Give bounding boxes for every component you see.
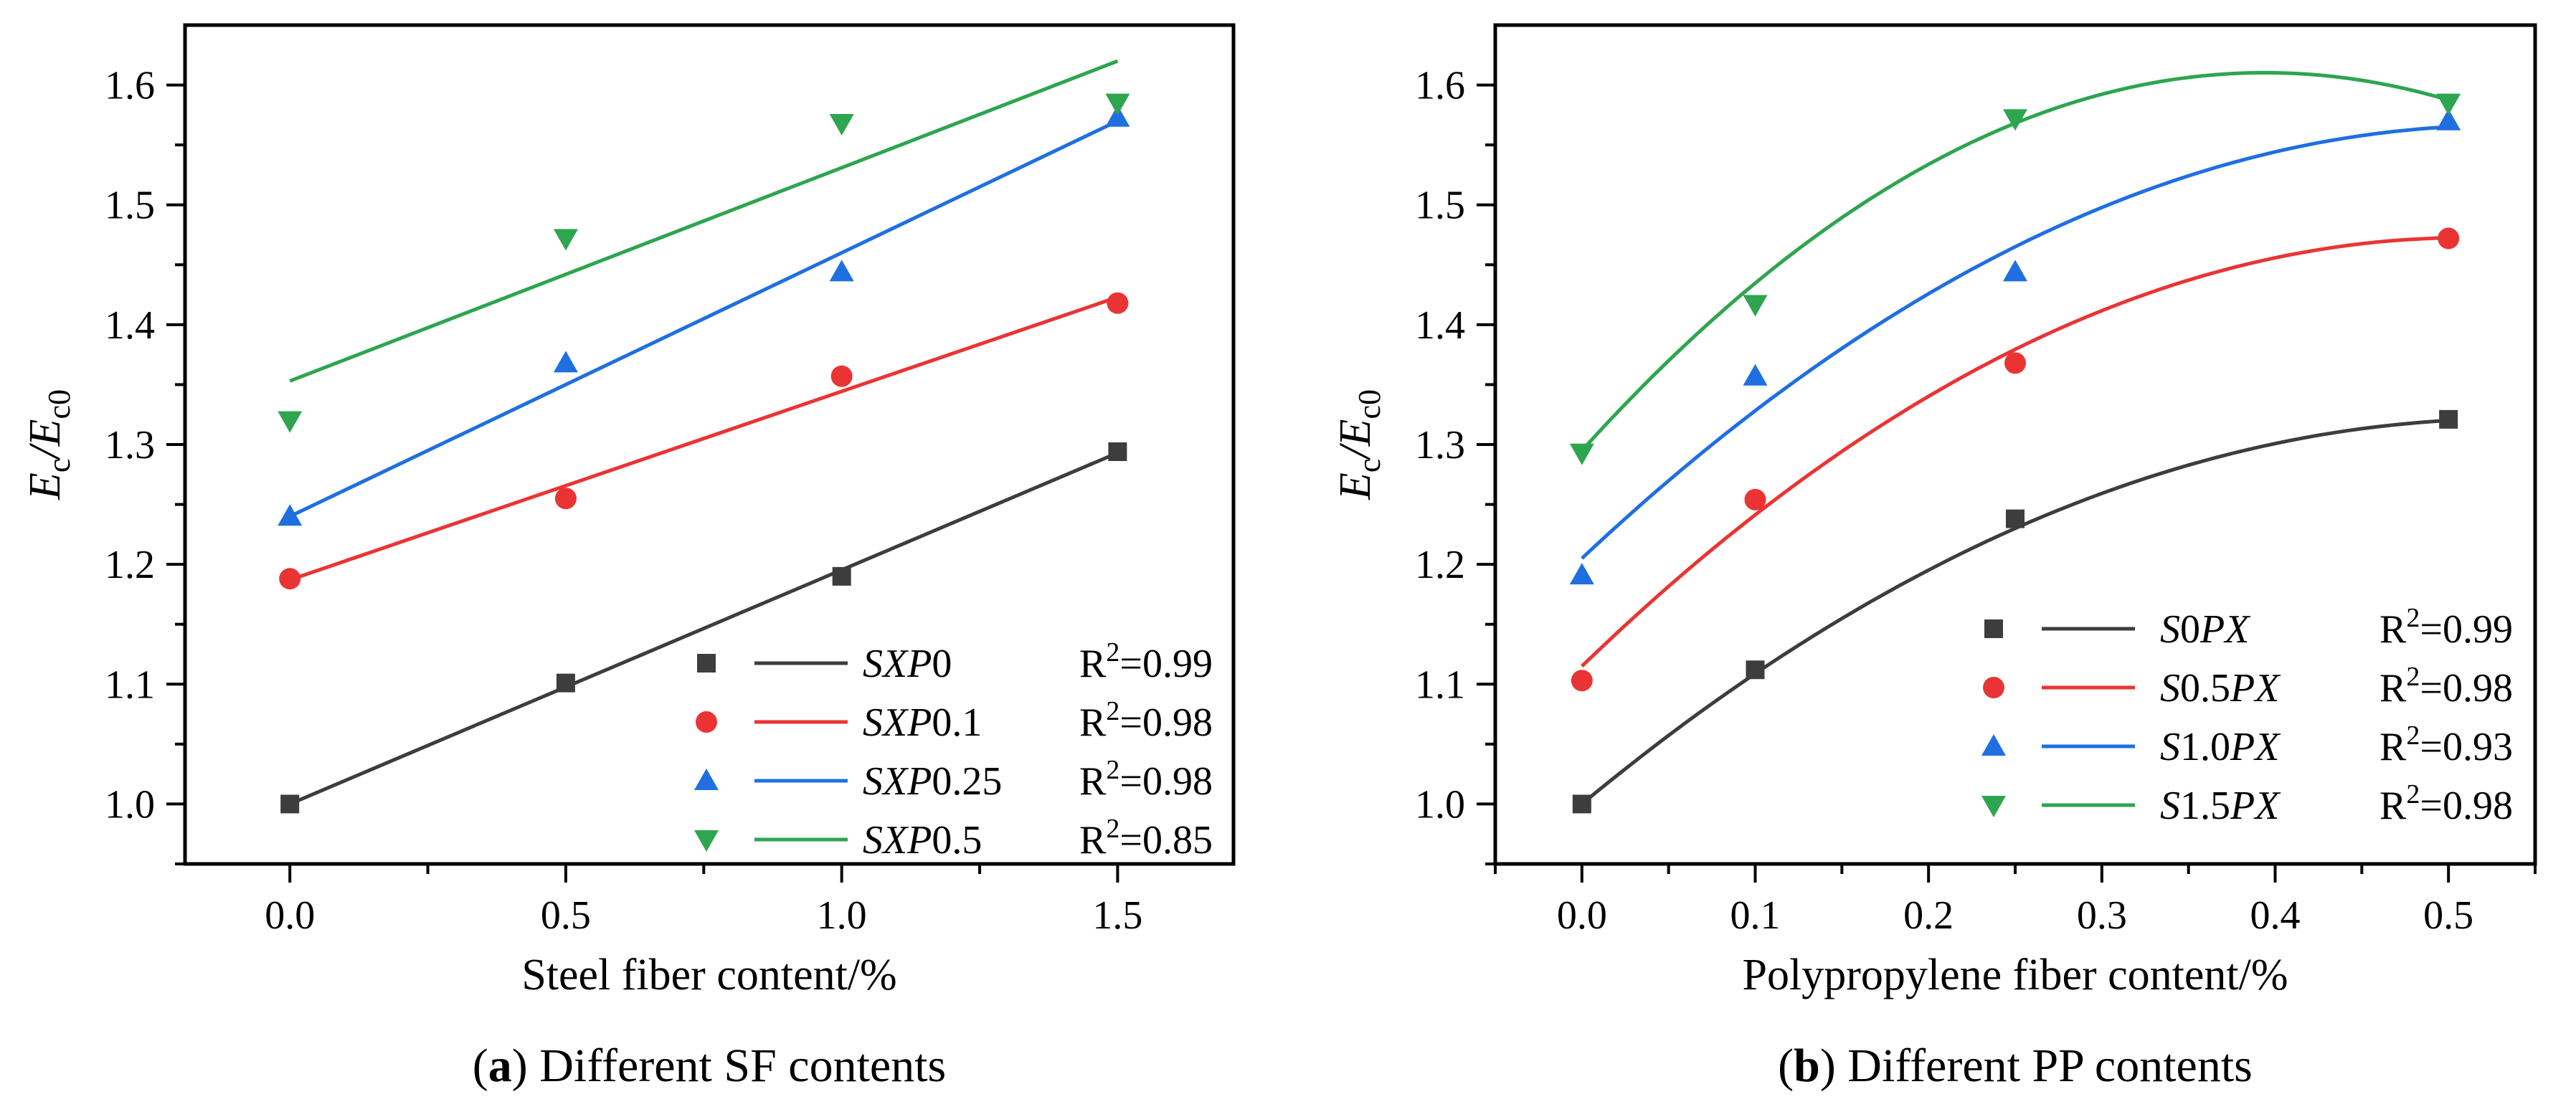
x-axis-title: Steel fiber content/% <box>521 951 896 999</box>
data-point <box>829 260 854 282</box>
data-point <box>1746 660 1765 680</box>
x-tick-label: 0.1 <box>1730 893 1781 938</box>
x-tick-label: 1.5 <box>1092 893 1142 938</box>
legend-marker <box>1983 677 2004 698</box>
x-tick-label: 0.5 <box>541 893 591 938</box>
y-tick-label: 1.0 <box>105 782 155 827</box>
y-tick-label: 1.0 <box>1415 782 1465 827</box>
y-tick-label: 1.1 <box>1415 662 1465 707</box>
legend-marker <box>697 654 716 673</box>
legend-r2: R2=0.93 <box>2380 721 2513 769</box>
legend-marker <box>1981 796 2006 817</box>
data-point <box>832 566 851 586</box>
y-tick-label: 1.3 <box>1415 423 1465 467</box>
fit-line-2 <box>289 119 1119 518</box>
data-point <box>2006 509 2025 528</box>
chart-panel-b: 1.0 1.1 1.2 1.3 1.4 1.5 1.6 0.0 0.1 0.2 0.3 0.4 0.5 P… <box>1331 23 2537 1092</box>
data-point <box>1107 292 1129 314</box>
data-point <box>2003 109 2027 131</box>
panel-caption: (a) Different SF contents <box>473 1040 947 1092</box>
data-point <box>2438 227 2460 250</box>
data-point <box>1569 563 1594 585</box>
legend-r2: R2=0.99 <box>1079 637 1213 686</box>
legend-r2: R2=0.99 <box>2380 603 2513 652</box>
x-tick-label: 1.0 <box>817 893 867 938</box>
y-axis-title: Ec/Ec0 <box>1331 389 1387 500</box>
y-tick-label: 1.2 <box>105 543 155 587</box>
y-tick-label: 1.4 <box>1415 303 1465 348</box>
legend-label: SXP0.1 <box>863 700 982 745</box>
legend-r2: R2=0.98 <box>1079 755 1213 804</box>
legend-marker <box>1981 734 2006 756</box>
x-tick-label: 0.5 <box>2423 893 2473 938</box>
fit-line-3 <box>289 59 1119 383</box>
y-tick-label: 1.6 <box>1415 64 1465 108</box>
data-point <box>1105 105 1130 127</box>
data-point <box>280 794 300 814</box>
x-tick-label: 0.4 <box>2250 893 2301 938</box>
y-tick-label: 1.3 <box>105 423 155 467</box>
y-tick-label: 1.5 <box>105 184 155 228</box>
data-point <box>278 411 303 433</box>
data-point <box>1571 670 1593 692</box>
data-point <box>829 114 854 136</box>
y-axis-title: Ec/Ec0 <box>21 389 77 500</box>
legend-label: SXP0.25 <box>863 759 1002 804</box>
legend-r2: R2=0.98 <box>2380 662 2513 711</box>
y-tick-label: 1.6 <box>105 64 155 108</box>
legend-marker <box>694 830 719 852</box>
y-tick-label: 1.5 <box>1415 184 1465 228</box>
data-point <box>278 504 303 526</box>
fit-line-0 <box>289 451 1119 806</box>
fit-line-1 <box>289 295 1119 582</box>
legend-label: SXP0 <box>863 642 952 686</box>
legend-r2: R2=0.98 <box>1079 696 1213 745</box>
data-point <box>556 673 575 693</box>
legend-marker <box>694 769 719 790</box>
data-point <box>2439 409 2458 429</box>
data-point <box>1744 488 1766 510</box>
x-tick-label: 0.0 <box>1557 893 1607 938</box>
legend-label: SXP0.5 <box>863 818 982 862</box>
y-tick-label: 1.2 <box>1415 543 1465 587</box>
data-point <box>2004 352 2026 374</box>
fit-line-0 <box>1581 419 2449 806</box>
data-point <box>554 488 577 510</box>
data-point <box>2003 260 2027 282</box>
x-tick-label: 0.2 <box>1903 893 1954 938</box>
x-tick-label: 0.0 <box>265 893 315 938</box>
y-tick-label: 1.1 <box>105 662 155 707</box>
legend-label: S1.5PX <box>2160 784 2281 828</box>
legend-label: S1.0PX <box>2160 725 2281 769</box>
plot-frame <box>183 23 1236 866</box>
fit-line-1 <box>1581 236 2449 668</box>
legend-label: S0PX <box>2160 607 2251 652</box>
x-axis-title: Polypropylene fiber content/% <box>1742 951 2288 999</box>
panel-caption: (b) Different PP contents <box>1778 1040 2253 1092</box>
data-point <box>279 568 301 590</box>
legend-r2: R2=0.98 <box>2380 779 2513 828</box>
data-point <box>553 351 578 373</box>
fit-line-2 <box>1581 125 2449 560</box>
x-tick-label: 0.3 <box>2077 893 2127 938</box>
legend-label: S0.5PX <box>2160 666 2281 711</box>
data-point <box>1743 363 1768 386</box>
data-point <box>830 365 853 387</box>
y-tick-label: 1.4 <box>105 303 155 348</box>
data-point <box>1569 443 1594 465</box>
data-point <box>1572 794 1591 814</box>
data-point <box>1108 442 1127 462</box>
legend-marker <box>696 711 717 733</box>
legend-marker <box>1984 619 2003 638</box>
chart-panel-a: 1.0 1.1 1.2 1.3 1.4 1.5 1.6 0.0 0.5 1.0 1.5 Steel f… <box>21 23 1236 1092</box>
data-point <box>2436 93 2461 115</box>
data-point <box>1105 93 1130 115</box>
data-point <box>1743 295 1768 317</box>
data-point <box>553 229 578 251</box>
data-point <box>2436 108 2461 130</box>
legend-r2: R2=0.85 <box>1079 814 1213 862</box>
